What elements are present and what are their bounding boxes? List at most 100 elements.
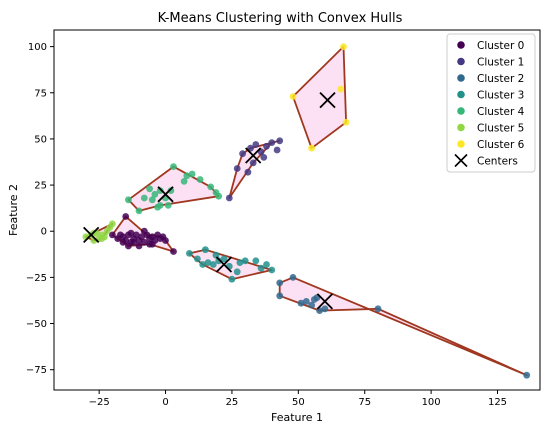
point-cluster-0-20 [124,242,132,250]
center-marker-4 [316,293,334,310]
point-cluster-0-7 [132,231,140,239]
point-cluster-1-0 [225,194,233,202]
legend-label-cluster-3: Cluster 3 [477,89,524,101]
point-cluster-2-2 [289,274,297,281]
legend-marker-cluster-4 [457,107,465,115]
y-tick-label: 25 [34,181,47,192]
point-cluster-1-1 [233,165,241,172]
point-cluster-1-7 [263,142,270,150]
point-cluster-1-10 [276,137,284,145]
point-cluster-3-9 [228,275,236,283]
x-axis-label: Feature 1 [271,411,323,424]
legend-marker-cluster-1 [457,57,465,66]
point-cluster-0-19 [122,213,130,220]
point-cluster-0-29 [127,229,135,237]
plot-frame [53,29,541,391]
point-cluster-3-6 [215,257,223,265]
point-cluster-2-1 [276,292,284,300]
point-layer [82,43,531,379]
point-cluster-1-3 [244,168,252,176]
legend-label-cluster-6: Cluster 6 [477,139,525,151]
center-marker-2 [215,256,233,273]
point-cluster-3-3 [202,246,209,254]
center-marker-3 [245,147,262,164]
point-cluster-4-11 [188,170,196,178]
point-cluster-3-5 [209,261,217,268]
point-cluster-0-10 [140,238,148,246]
point-cluster-6-2 [337,85,345,93]
legend-label-cluster-0: Cluster 0 [477,40,524,52]
point-cluster-4-13 [207,183,215,191]
x-tick-label: 125 [488,397,507,408]
legend-marker-cluster-3 [457,90,465,99]
center-marker-0 [83,226,100,244]
x-tick-label: 0 [162,397,168,408]
point-cluster-1-5 [252,141,260,148]
point-cluster-0-26 [170,248,177,255]
y-tick-label: 75 [34,88,47,99]
point-cluster-2-3 [297,299,305,307]
x-tick-label: 75 [358,397,371,408]
point-cluster-3-0 [186,250,193,257]
center-marker-5 [319,92,336,109]
point-cluster-0-28 [148,240,156,248]
legend-marker-cluster-0 [457,41,465,49]
point-cluster-0-27 [119,238,127,246]
point-cluster-2-11 [523,371,531,379]
legend-marker-cluster-2 [457,74,465,82]
point-cluster-0-21 [135,242,143,250]
point-cluster-0-23 [140,227,148,235]
point-cluster-1-11 [249,159,257,167]
point-cluster-6-4 [342,118,350,126]
point-cluster-4-1 [135,207,143,215]
y-tick-label: −75 [26,365,47,376]
point-cluster-4-9 [170,163,177,171]
point-cluster-4-19 [180,178,188,185]
x-tick-label: −25 [89,397,110,408]
y-tick-label: 100 [28,42,47,53]
point-cluster-0-0 [109,231,116,239]
point-cluster-1-9 [273,146,281,154]
legend-marker-cluster-5 [457,123,465,132]
legend-marker-cluster-6 [457,140,465,148]
point-cluster-2-9 [308,301,315,309]
point-cluster-4-2 [140,194,148,202]
point-cluster-3-7 [220,255,228,263]
point-cluster-3-17 [233,268,241,276]
point-cluster-3-14 [263,261,270,268]
point-cluster-3-12 [252,257,260,265]
x-tick-label: 25 [226,397,239,408]
point-cluster-4-16 [156,202,164,209]
point-cluster-3-2 [199,261,207,268]
point-cluster-4-8 [167,187,175,195]
point-cluster-3-1 [194,255,201,263]
center-marker-1 [157,186,174,203]
y-axis-label: Feature 2 [7,184,20,236]
legend-label-cluster-4: Cluster 4 [477,106,525,118]
point-cluster-4-12 [196,176,204,183]
point-cluster-2-10 [374,305,382,313]
x-tick-label: 50 [292,397,305,408]
point-cluster-1-12 [260,154,268,161]
point-cluster-2-0 [276,279,284,287]
point-cluster-4-18 [164,202,172,209]
y-tick-label: 50 [34,134,47,145]
point-cluster-3-10 [236,259,244,266]
x-tick-label: 100 [422,397,441,408]
y-tick-label: 0 [41,227,47,238]
point-cluster-3-4 [204,259,212,266]
point-cluster-1-2 [239,150,247,158]
y-axis-ticks: −75 −50 −25 0 25 50 75 100 [26,42,54,376]
point-cluster-4-6 [156,187,164,195]
chart-title: K-Means Clustering with Convex Hulls [158,11,403,26]
point-cluster-3-11 [241,257,249,265]
point-cluster-4-10 [183,172,191,180]
point-cluster-4-3 [146,185,154,193]
point-cluster-4-17 [148,196,156,204]
point-cluster-1-8 [268,139,276,147]
legend-label-centers: Centers [477,155,518,167]
point-cluster-5-11 [98,235,106,243]
center-layer [83,92,336,310]
point-cluster-3-13 [257,264,265,272]
